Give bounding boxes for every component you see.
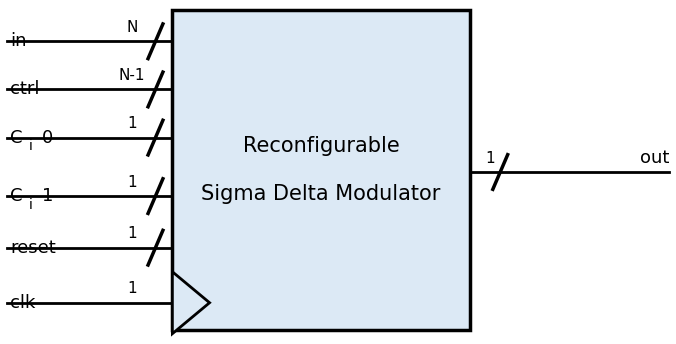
Text: C: C	[10, 187, 22, 205]
Text: reset: reset	[10, 239, 56, 257]
Text: 1: 1	[485, 151, 495, 166]
Text: 0: 0	[42, 129, 53, 147]
Text: 1: 1	[127, 226, 137, 241]
Text: N-1: N-1	[118, 68, 145, 83]
Text: 1: 1	[127, 116, 137, 131]
Text: i: i	[29, 198, 33, 212]
Text: C: C	[10, 129, 22, 147]
Text: ctrl: ctrl	[10, 80, 40, 98]
Text: Reconfigurable: Reconfigurable	[243, 136, 400, 156]
Text: 1: 1	[127, 175, 137, 190]
Text: N: N	[126, 20, 137, 35]
Text: 1: 1	[127, 281, 137, 297]
Text: i: i	[29, 139, 33, 153]
Text: 1: 1	[42, 187, 53, 205]
Text: out: out	[640, 149, 669, 167]
Polygon shape	[172, 272, 210, 334]
Text: clk: clk	[10, 294, 36, 312]
Text: Sigma Delta Modulator: Sigma Delta Modulator	[201, 184, 441, 204]
Text: in: in	[10, 32, 26, 50]
Bar	[172, 10, 470, 330]
